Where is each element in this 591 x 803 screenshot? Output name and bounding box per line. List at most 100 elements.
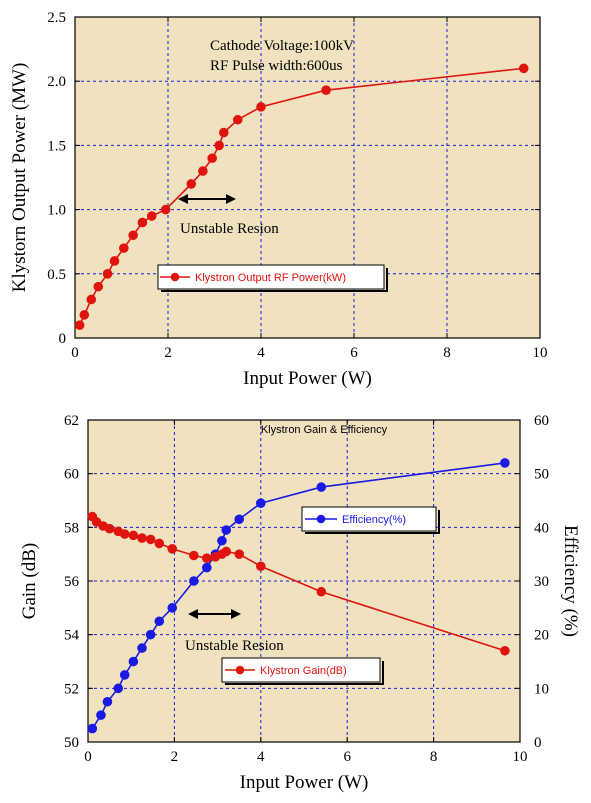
chart1-data-point (518, 63, 529, 74)
chart2-annotation-unstable-region: Unstable Resion (185, 638, 284, 654)
chart1-data-point (74, 320, 85, 330)
chart2-ytick-label: 60 (64, 467, 79, 483)
chart1-xtick-label: 2 (164, 345, 172, 361)
chart1-xlabel: Input Power (W) (243, 368, 372, 389)
chart1-data-point (86, 294, 97, 305)
chart2-data-point (217, 535, 227, 546)
chart1-xtick-label: 10 (533, 345, 548, 361)
chart2-y2tick-label: 20 (534, 628, 549, 644)
chart2-data-point (202, 553, 212, 563)
chart2-legend-efficiency-label: Efficiency(%) (342, 514, 406, 526)
chart2-data-point (256, 561, 266, 572)
chart1-frame (74, 16, 541, 339)
chart2-data-point (128, 656, 139, 667)
chart2-data-point (500, 458, 510, 468)
chart2-data-point (145, 534, 156, 545)
chart2-data-point (87, 723, 98, 734)
chart2-legend-gain: Klystron Gain(dB) (221, 657, 384, 685)
chart1-data-point (137, 217, 148, 228)
chart1-data-point (128, 230, 138, 241)
chart2-data-point (119, 529, 130, 539)
chart1-data-point (102, 269, 113, 279)
chart1-ytick-label: 2.5 (47, 10, 66, 26)
chart2-y2tick-label: 0 (534, 735, 542, 751)
chart1-data-point (232, 114, 243, 125)
annotation-pulse-width: RF Pulse width:600us (210, 58, 343, 74)
chart1-xtick-label: 0 (71, 345, 79, 361)
chart2-legend-efficiency-marker (316, 514, 326, 524)
chart2-y2tick-label: 30 (534, 574, 549, 590)
chart1-ytick-label: 1.0 (47, 203, 66, 219)
chart1-data-point (79, 310, 90, 320)
chart2-title: Klystron Gain & Efficiency (261, 424, 388, 436)
chart2-data-point (202, 562, 212, 573)
chart1-legend-box (157, 264, 385, 290)
chart1-legend-marker (170, 272, 180, 282)
chart2-data-point (137, 533, 147, 543)
chart2-data-point (189, 576, 199, 586)
chart2-ytick-label: 54 (64, 628, 80, 644)
chart2-ylabel: Gain (dB) (19, 543, 40, 620)
chart2-data-point (256, 498, 266, 508)
chart2-y2tick-label: 60 (534, 413, 549, 429)
chart2-data-point (234, 549, 244, 559)
chart1-data-point (256, 102, 266, 112)
unstable-region-arrow-head-right (226, 194, 236, 204)
chart2-data-point (119, 670, 130, 680)
chart1-data-point (219, 127, 229, 138)
chart2-ytick-label: 50 (64, 735, 79, 751)
chart1-ytick-label: 2.0 (47, 74, 66, 90)
unstable-region-arrow (178, 194, 236, 204)
chart2-unstable-region-arrow (188, 609, 241, 619)
chart1-data-point (160, 204, 171, 215)
chart1-data-point (146, 211, 157, 221)
chart2-ytick-label: 62 (64, 413, 79, 429)
chart2-y2tick-label: 50 (534, 467, 549, 483)
chart1-data-point (321, 85, 331, 95)
chart1-data-point (109, 256, 120, 266)
chart2-data-point (167, 603, 178, 613)
chart2-xtick-label: 6 (343, 749, 351, 765)
chart2-legend-gain-label: Klystron Gain(dB) (260, 665, 347, 677)
chart2-xtick-label: 8 (430, 749, 438, 765)
chart2-legend-efficiency: Efficiency(%) (301, 506, 440, 534)
chart2-data-point (104, 523, 115, 534)
chart2-data-point (137, 643, 147, 653)
chart2-data-point (96, 710, 106, 720)
chart1-ytick-label: 1.5 (47, 138, 66, 154)
chart2-xtick-label: 2 (171, 749, 179, 765)
chart1-data-point (207, 153, 217, 164)
chart1-data-point (214, 140, 224, 151)
chart2-data-point (145, 629, 156, 640)
chart2-data-point (221, 546, 232, 557)
chart2-series-2 (87, 511, 510, 656)
chart2-xtick-label: 0 (84, 749, 92, 765)
chart1-xtick-label: 8 (443, 345, 451, 361)
chart2-y2tick-label: 10 (534, 681, 549, 697)
chart1-legend: Klystron Output RF Power(kW) (157, 264, 388, 292)
chart2-xlabel: Input Power (W) (240, 772, 369, 793)
chart2-data-point (316, 586, 327, 597)
chart1-ylabel: Klystorn Output Power (MW) (9, 63, 30, 293)
chart2-data-point (500, 645, 510, 656)
chart1-legend-label: Klystron Output RF Power(kW) (195, 272, 346, 284)
chart2-data-point (189, 550, 199, 561)
chart2-ytick-label: 56 (64, 574, 80, 590)
chart1-xtick-label: 4 (257, 345, 265, 361)
chart2-data-point (154, 538, 165, 549)
chart2-data-point (154, 616, 165, 627)
chart2-data-point (167, 544, 178, 554)
chart2-data-point (102, 696, 113, 707)
unstable-region-arrow-head-left (178, 194, 188, 204)
chart1-ytick-label: 0.5 (47, 267, 66, 283)
chart1-xtick-label: 6 (350, 345, 358, 361)
chart2-xtick-label: 10 (513, 749, 528, 765)
chart1-ytick-label: 0 (59, 331, 67, 347)
chart2-ytick-label: 52 (64, 681, 79, 697)
chart2-data-point (128, 530, 139, 541)
chart1-data-point (198, 166, 208, 176)
chart1-data-point (93, 281, 104, 292)
chart2-data-point (234, 514, 244, 525)
chart2-legend-gain-marker (235, 665, 245, 675)
